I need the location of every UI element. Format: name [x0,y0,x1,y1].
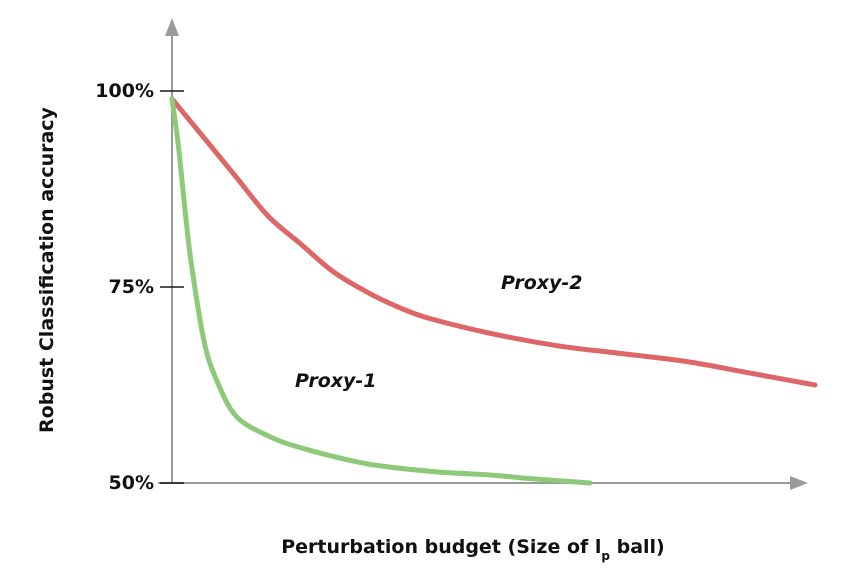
y-ticks: 100% 75% 50% [95,80,184,494]
y-axis-arrow [165,18,179,36]
series-line-proxy-2 [169,96,818,388]
x-axis-title-subscript: p [601,549,610,563]
x-axis-arrow [790,476,808,490]
y-axis-title: Robust Classification accuracy [36,106,58,433]
series-layer [169,96,818,486]
series-label-proxy-2: Proxy-2 [501,272,583,294]
y-tick-label: 75% [109,276,154,298]
x-axis-title: Perturbation budget (Size of lp ball) [281,536,665,563]
x-axis-title-main: Perturbation budget (Size of l [281,536,601,558]
x-axis-title-suffix: ball) [610,536,665,558]
y-tick-label: 50% [109,472,154,494]
series-line-proxy-1 [169,96,593,486]
series-label-proxy-1: Proxy-1 [295,370,377,392]
y-tick-label: 100% [95,80,154,102]
